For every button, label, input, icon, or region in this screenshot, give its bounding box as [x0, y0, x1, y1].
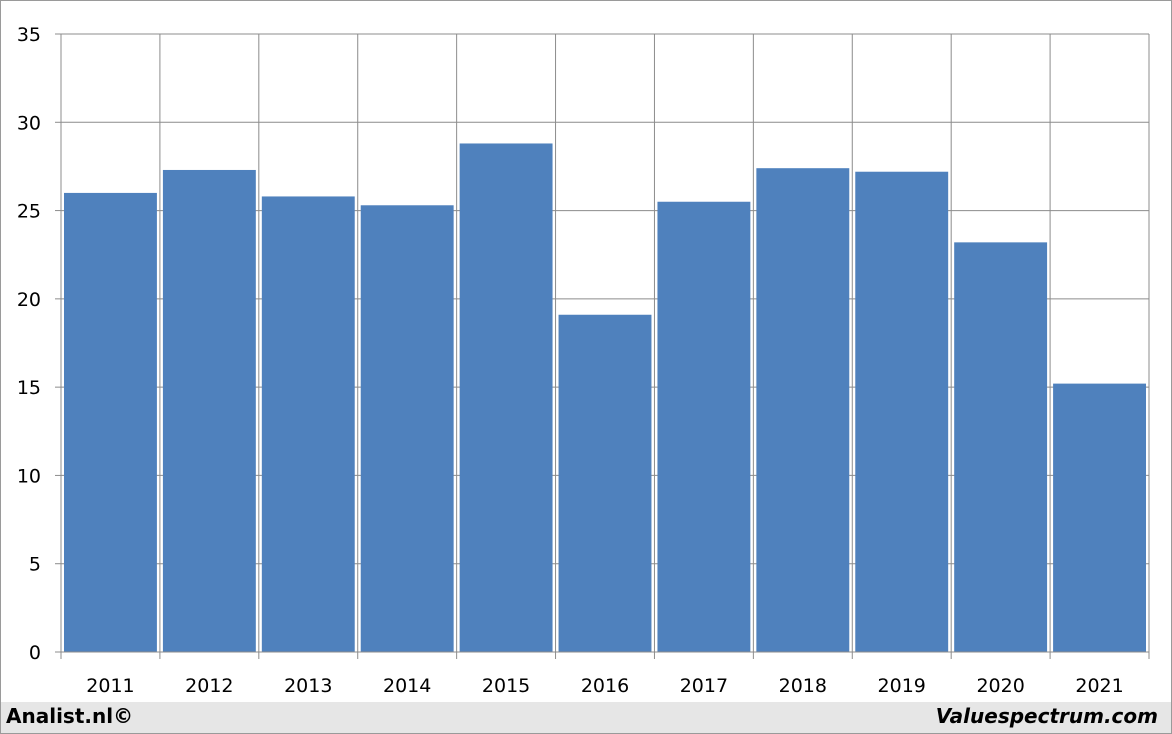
x-tick-label: 2011: [86, 675, 134, 697]
y-tick-label: 25: [17, 201, 41, 223]
x-tick-label: 2019: [878, 675, 926, 697]
y-tick-label: 15: [17, 377, 41, 399]
y-tick-label: 35: [17, 24, 41, 46]
x-tick-label: 2012: [185, 675, 233, 697]
x-tick-label: 2014: [383, 675, 431, 697]
y-tick-label: 10: [17, 465, 41, 487]
x-tick-label: 2018: [779, 675, 827, 697]
x-tick-label: 2017: [680, 675, 728, 697]
y-tick-label: 5: [29, 554, 41, 576]
x-tick-label: 2021: [1075, 675, 1123, 697]
footer-source-right: Valuespectrum.com: [935, 704, 1158, 728]
bar-2016: [558, 314, 652, 652]
bar-2021: [1053, 383, 1146, 652]
bar-2020: [954, 242, 1048, 652]
x-tick-label: 2013: [284, 675, 332, 697]
bar-2012: [162, 169, 256, 652]
y-tick-label: 20: [17, 289, 41, 311]
bar-2018: [756, 168, 850, 653]
bar-2014: [360, 205, 454, 652]
y-tick-labels: 0 5 10 15 20 25 30 35: [17, 24, 41, 664]
y-tick-label: 0: [29, 642, 41, 664]
bar-2017: [657, 201, 751, 652]
footer-band: [1, 702, 1171, 733]
x-tick-label: 2020: [976, 675, 1024, 697]
bar-2019: [855, 171, 949, 652]
bar-2013: [261, 196, 355, 652]
x-tick-label: 2016: [581, 675, 629, 697]
footer-source-left: Analist.nl©: [6, 704, 134, 728]
y-tick-label: 30: [17, 112, 41, 134]
bar-2011: [64, 192, 157, 652]
axes: [55, 33, 1150, 659]
x-tick-labels: 2011 2012 2013 2014 2015 2016 2017 2018 2019 2020…: [86, 675, 1123, 697]
bar-2015: [459, 143, 553, 652]
x-tick-label: 2015: [482, 675, 530, 697]
bars: [64, 143, 1146, 653]
